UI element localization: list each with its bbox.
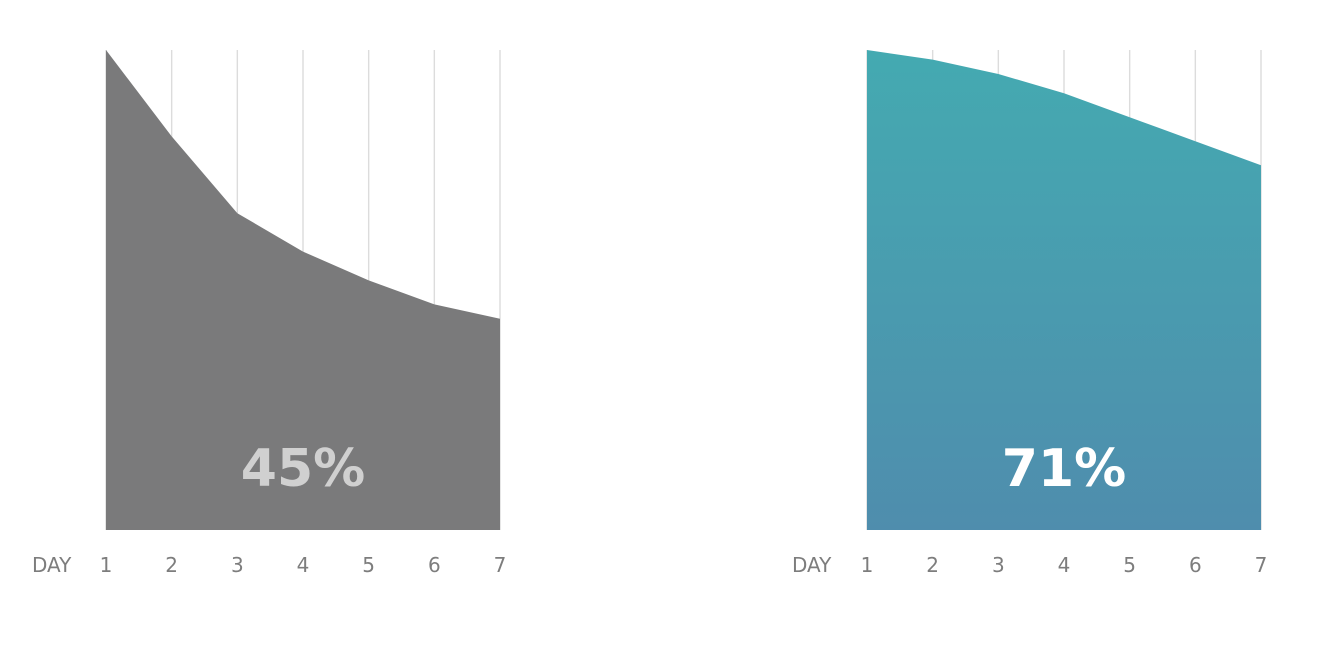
x-tick-label-day-5: 5 — [362, 553, 375, 577]
x-tick-label-day-3: 3 — [231, 553, 244, 577]
x-tick-label-day-6: 6 — [428, 553, 441, 577]
x-tick-label-day-1: 1 — [861, 553, 874, 577]
x-tick-label-day-3: 3 — [992, 553, 1005, 577]
center-percentage-label: 71% — [1002, 439, 1126, 499]
x-tick-label-day-5: 5 — [1123, 553, 1136, 577]
area-series-2 — [867, 50, 1261, 530]
chart-right: 71% DAY 1 2 3 4 5 6 7 — [792, 50, 1267, 577]
x-tick-label-day-2: 2 — [926, 553, 939, 577]
chart-left: 45% DAY 1 2 3 4 5 6 7 — [32, 50, 506, 577]
x-tick-label-day-7: 7 — [494, 553, 507, 577]
x-tick-label-day-7: 7 — [1255, 553, 1268, 577]
x-tick-label-day-4: 4 — [1058, 553, 1071, 577]
x-tick-label-day-1: 1 — [100, 553, 113, 577]
x-tick-label-day-4: 4 — [297, 553, 310, 577]
x-tick-label-day-2: 2 — [165, 553, 178, 577]
x-axis-title: DAY — [792, 553, 832, 577]
center-percentage-label: 45% — [241, 439, 365, 499]
area-series-1 — [106, 50, 500, 530]
x-axis-title: DAY — [32, 553, 72, 577]
x-tick-label-day-6: 6 — [1189, 553, 1202, 577]
